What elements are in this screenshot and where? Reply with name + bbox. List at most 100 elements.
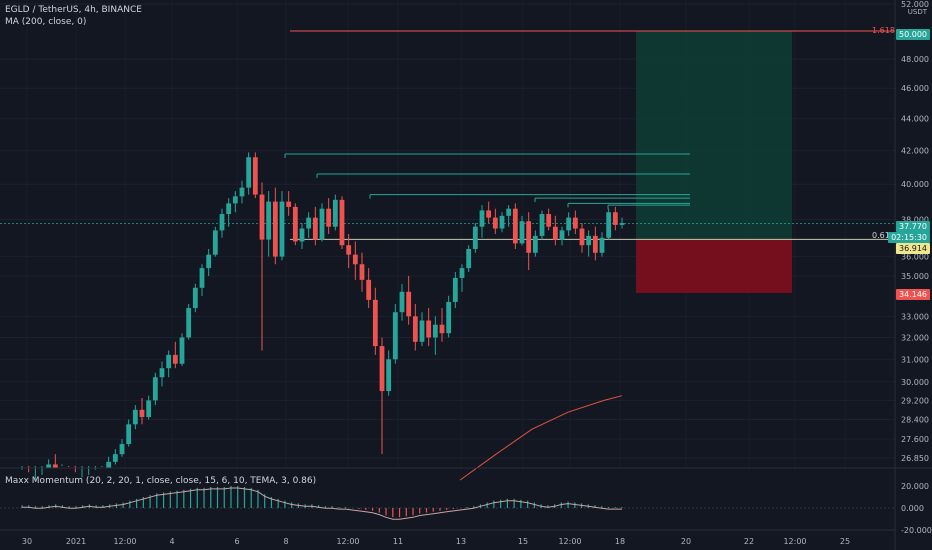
price-tick: 31.000 [901, 355, 929, 364]
candle-body [579, 228, 585, 246]
symbol-legend[interactable]: EGLD / TetherUS, 4h, BINANCE [5, 5, 142, 15]
candle-body [266, 201, 272, 240]
candle-body [499, 215, 505, 229]
momentum-tick: 20.000 [901, 482, 929, 491]
candle-body [566, 217, 572, 231]
countdown-badge: 02:15:30 [888, 232, 930, 243]
price-tick: 27.600 [901, 435, 929, 444]
candle-body [132, 409, 138, 425]
price-tick: 46.000 [901, 84, 929, 93]
candle-body [186, 308, 192, 338]
price-tick: 26.850 [901, 454, 929, 463]
candle-body [406, 291, 412, 317]
time-tick: 22 [744, 537, 754, 546]
grid [0, 3, 895, 459]
candle-body [339, 199, 345, 246]
candle-body [479, 210, 485, 227]
momentum-signal-line [22, 487, 622, 520]
candle-body [619, 223, 625, 225]
candle-body [332, 199, 338, 227]
candle-body [226, 203, 232, 215]
candle-body [426, 320, 432, 338]
candle-body [432, 324, 438, 338]
target-fib-label: 1.618 [872, 26, 895, 35]
candle-body [206, 254, 212, 269]
candle-body [52, 464, 58, 468]
candle-body [219, 214, 225, 231]
candle-body [126, 424, 132, 445]
candle-body [372, 299, 378, 347]
candle-body [166, 354, 172, 369]
price-tick: 52.000 [901, 0, 929, 9]
time-tick: 12:00 [113, 537, 136, 546]
time-tick: 2021 [66, 537, 86, 546]
candle-body [539, 214, 545, 236]
time-tick: 13 [456, 537, 466, 546]
candle-body [419, 320, 425, 342]
candle-body [312, 217, 318, 240]
candle-body [106, 461, 112, 468]
candles [21, 152, 625, 481]
candle-body [606, 212, 612, 238]
candle-body [352, 254, 358, 265]
ma-200-line [459, 395, 623, 481]
time-tick: 15 [518, 537, 528, 546]
candle-body [286, 201, 292, 207]
candle-body [199, 268, 205, 288]
candle-body [272, 201, 278, 257]
target-zone [636, 30, 792, 240]
momentum-legend[interactable]: Maxx Momentum (20, 2, 20, 1, close, clos… [5, 476, 317, 486]
price-tick: 35.000 [901, 272, 929, 281]
price-tick: 32.000 [901, 333, 929, 342]
candle-body [486, 210, 492, 218]
candle-body [346, 245, 352, 255]
candle-body [392, 312, 398, 360]
momentum-tick: -20.000 [901, 526, 932, 535]
candle-body [459, 268, 465, 278]
time-tick: 25 [840, 537, 850, 546]
candle-body [466, 248, 472, 269]
price-tick: 29.200 [901, 396, 929, 405]
level-lines [0, 30, 895, 240]
candle-body [492, 217, 498, 229]
candle-body [192, 287, 198, 309]
candle-body [546, 214, 552, 227]
candle-body [239, 187, 245, 197]
candle-body [212, 230, 218, 255]
candle-body [526, 221, 532, 253]
candle-body [306, 217, 312, 229]
candle-body [179, 337, 185, 364]
candle-body [259, 194, 265, 240]
candle-body [119, 444, 125, 455]
candle-body [326, 208, 332, 227]
price-tick: 40.000 [901, 180, 929, 189]
time-tick: 20 [681, 537, 691, 546]
candle-body [412, 316, 418, 342]
candle-body [519, 221, 525, 244]
ma-legend[interactable]: MA (200, close, 0) [5, 17, 87, 27]
price-tick: 44.000 [901, 115, 929, 124]
candle-body [532, 235, 538, 253]
candle-body [112, 454, 118, 462]
candle-body [572, 217, 578, 229]
candle-body [299, 228, 305, 242]
risk-reward-zones [636, 30, 792, 293]
candle-body [279, 201, 285, 257]
candle-body [399, 291, 405, 313]
ma-200-path [459, 395, 623, 481]
candle-body [552, 226, 558, 240]
candle-body [152, 377, 158, 401]
candle-body [586, 235, 592, 246]
stop-zone [636, 239, 792, 293]
price-tick: 28.400 [901, 415, 929, 424]
candle-body [46, 464, 52, 468]
candle-body [592, 235, 598, 253]
price-tick: 30.000 [901, 378, 929, 387]
candle-body [246, 157, 252, 188]
time-tick: 12:00 [783, 537, 806, 546]
price-tick: 48.000 [901, 55, 929, 64]
time-tick: 12:00 [558, 537, 581, 546]
